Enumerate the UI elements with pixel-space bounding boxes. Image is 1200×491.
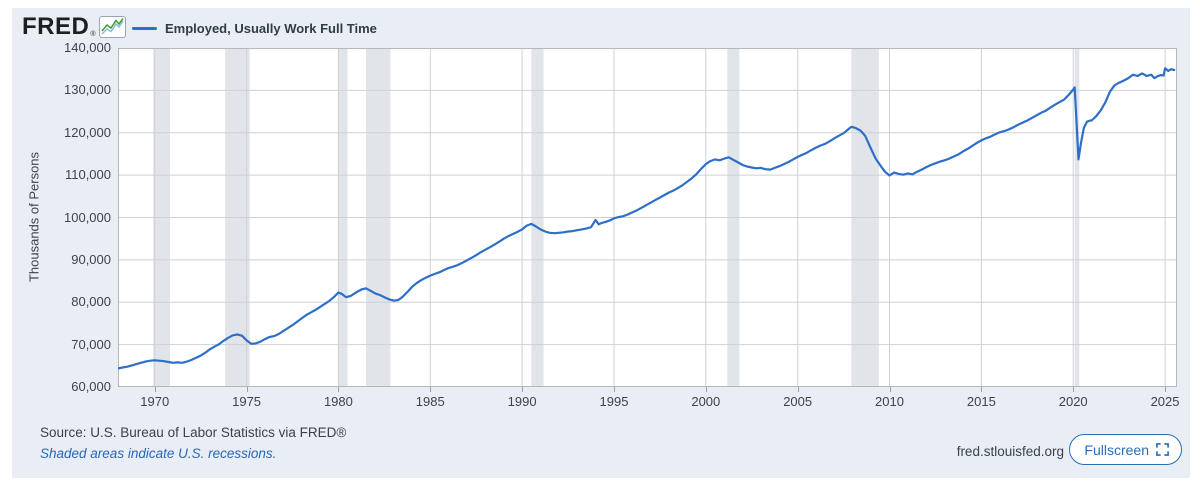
legend-line-swatch <box>132 26 157 30</box>
x-tick-label: 1990 <box>507 394 537 409</box>
fred-logo-chart-icon <box>98 16 126 38</box>
fred-chart-widget: FRED ® Employed, Usually Work Full Time T… <box>12 8 1190 478</box>
y-tick-label: 70,000 <box>71 336 111 352</box>
source-text: Source: U.S. Bureau of Labor Statistics … <box>40 425 347 440</box>
x-tick-label: 2020 <box>1058 394 1088 409</box>
x-tick-label: 2000 <box>691 394 721 409</box>
x-tick-mark <box>613 387 615 392</box>
y-axis-title: Thousands of Persons <box>26 151 42 283</box>
x-tick-label: 1970 <box>140 394 170 409</box>
fullscreen-button[interactable]: Fullscreen <box>1069 434 1182 465</box>
x-tick-mark <box>246 387 248 392</box>
x-tick-label: 2025 <box>1150 394 1180 409</box>
x-tick-mark <box>981 387 983 392</box>
x-tick-label: 1985 <box>415 394 445 409</box>
fred-logo-text: FRED <box>22 13 90 40</box>
x-tick-mark <box>1165 387 1167 392</box>
y-tick-label: 120,000 <box>64 124 111 140</box>
x-tick-label: 1995 <box>599 394 629 409</box>
y-tick-label: 130,000 <box>64 82 111 98</box>
y-tick-label: 90,000 <box>71 251 111 267</box>
x-tick-label: 1980 <box>323 394 353 409</box>
y-tick-label: 80,000 <box>71 294 111 310</box>
fred-logo[interactable]: FRED ® <box>22 13 126 41</box>
fred-site-link[interactable]: fred.stlouisfed.org <box>956 444 1064 459</box>
x-tick-label: 2015 <box>966 394 996 409</box>
x-tick-mark <box>889 387 891 392</box>
chart-canvas <box>118 48 1177 387</box>
registered-trademark: ® <box>90 31 96 38</box>
y-tick-label: 60,000 <box>71 379 111 394</box>
recession-note: Shaded areas indicate U.S. recessions. <box>40 446 277 461</box>
y-tick-label: 110,000 <box>64 167 111 183</box>
x-tick-mark <box>430 387 432 392</box>
plot-area <box>118 48 1177 387</box>
x-tick-label: 2005 <box>783 394 813 409</box>
fullscreen-label: Fullscreen <box>1084 441 1149 458</box>
x-tick-mark <box>522 387 524 392</box>
data-line-employed-full-time <box>118 67 1176 370</box>
x-tick-mark <box>154 387 156 392</box>
x-tick-mark <box>797 387 799 392</box>
x-tick-label: 1975 <box>232 394 262 409</box>
legend-label: Employed, Usually Work Full Time <box>165 20 377 36</box>
x-tick-label: 2010 <box>875 394 904 409</box>
y-tick-label: 100,000 <box>64 209 111 225</box>
x-tick-mark <box>1073 387 1075 392</box>
x-tick-mark <box>705 387 707 392</box>
fullscreen-icon <box>1156 443 1169 456</box>
chart-legend: Employed, Usually Work Full Time <box>132 18 377 38</box>
y-tick-label: 140,000 <box>64 40 111 55</box>
x-tick-mark <box>338 387 340 392</box>
plot-border <box>118 48 1177 387</box>
